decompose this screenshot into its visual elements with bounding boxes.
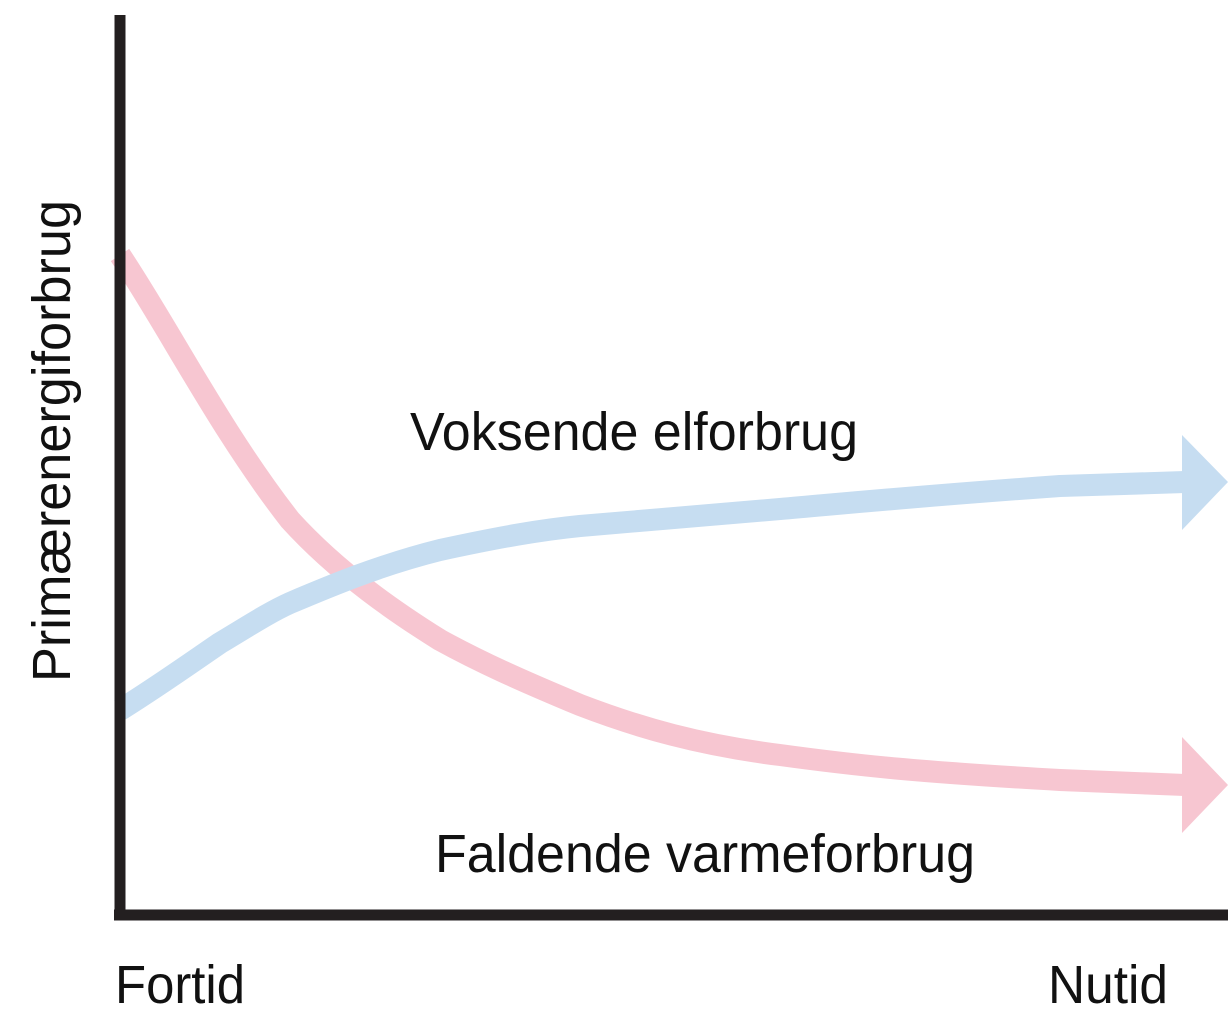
x-start-label: Fortid — [115, 955, 245, 1009]
curve-label: Faldende varmeforbrug — [435, 824, 975, 884]
y-axis-label: Primærenergiforbrug — [22, 200, 82, 682]
rising-electricity-curve — [114, 471, 1186, 720]
falling-heat-arrowhead — [1182, 737, 1228, 833]
curve-label: Voksende elforbrug — [410, 402, 858, 462]
x-end-label: Nutid — [1048, 955, 1168, 1009]
falling-heat-curve — [110, 248, 1186, 796]
rising-electricity-arrowhead — [1182, 435, 1228, 530]
